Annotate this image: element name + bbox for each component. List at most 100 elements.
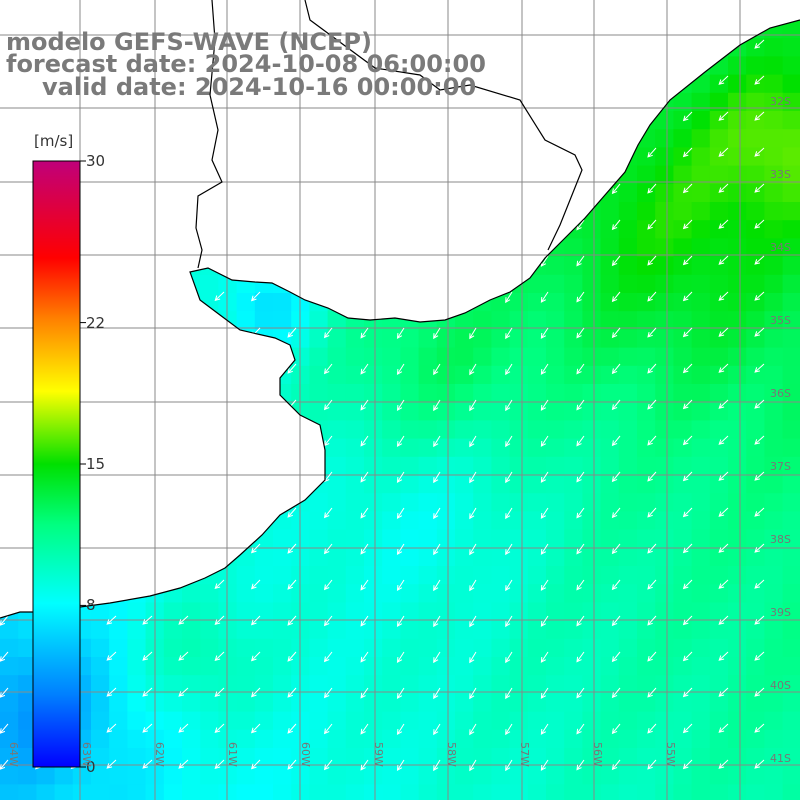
wind-arrow — [214, 759, 225, 770]
wind-arrow — [682, 183, 693, 194]
wind-arrow — [287, 579, 297, 590]
wind-arrow — [647, 579, 657, 590]
wind-arrow — [718, 507, 729, 517]
wind-arrow — [682, 291, 693, 302]
wind-arrow — [718, 651, 729, 661]
wind-arrow — [469, 687, 477, 700]
wind-arrow — [323, 507, 333, 519]
wind-arrow — [396, 759, 405, 771]
wind-arrow — [611, 687, 621, 699]
wind-arrow — [323, 687, 333, 699]
wind-arrow — [469, 723, 477, 736]
wind-arrow — [323, 723, 333, 735]
wind-arrow — [647, 543, 657, 554]
wind-arrow — [433, 471, 441, 484]
wind-arrow — [287, 399, 297, 410]
wind-arrow — [360, 327, 369, 339]
wind-arrow — [142, 759, 153, 769]
wind-arrow — [718, 543, 729, 553]
wind-arrow — [754, 615, 765, 625]
wind-arrow — [469, 579, 477, 592]
wind-arrow — [718, 759, 729, 769]
wind-arrow — [754, 111, 765, 121]
wind-arrow — [576, 543, 585, 555]
wind-arrow — [754, 543, 765, 553]
wind-arrow — [360, 759, 369, 771]
wind-arrow — [396, 435, 405, 447]
lon-label: 56W — [591, 742, 604, 767]
lat-label: 37S — [770, 460, 791, 473]
wind-arrow — [754, 435, 765, 445]
wind-arrow — [682, 651, 693, 662]
wind-arrow — [250, 291, 261, 302]
wind-arrow — [505, 687, 513, 700]
wind-arrow — [611, 291, 621, 303]
wind-arrow — [142, 651, 153, 661]
wind-arrow — [754, 723, 765, 733]
lon-label: 61W — [226, 742, 239, 767]
wind-arrow — [682, 543, 693, 554]
wind-arrow — [754, 39, 765, 49]
wind-arrow — [323, 615, 333, 627]
wind-arrow — [0, 759, 9, 770]
wind-arrow — [647, 471, 657, 482]
wind-arrow — [505, 291, 513, 304]
wind-arrow — [754, 363, 765, 373]
wind-arrow — [433, 723, 441, 736]
wind-arrow — [647, 255, 657, 266]
wind-arrow — [323, 759, 333, 771]
wind-arrow — [433, 759, 441, 772]
wind-arrow — [576, 579, 585, 591]
wind-arrow — [718, 399, 729, 409]
wind-arrow — [540, 615, 549, 627]
wind-arrow — [540, 651, 549, 663]
wind-arrow — [287, 507, 297, 518]
wind-arrow — [469, 651, 477, 664]
wind-arrow — [682, 327, 693, 338]
wind-arrow — [360, 435, 369, 447]
wind-arrow — [718, 327, 729, 337]
wind-arrow — [433, 651, 441, 664]
wind-arrow — [287, 327, 297, 338]
wind-arrow — [505, 615, 513, 628]
wind-arrow — [505, 579, 513, 592]
wind-arrow — [576, 363, 585, 375]
lon-label: 57W — [518, 742, 531, 767]
wind-arrow — [396, 363, 405, 375]
wind-arrow — [360, 615, 369, 627]
wind-arrow — [360, 543, 369, 555]
wind-arrow — [576, 687, 585, 699]
wind-arrow — [611, 759, 621, 771]
wind-arrow — [540, 363, 549, 375]
wind-arrow — [250, 579, 261, 590]
wind-arrow — [396, 471, 405, 483]
wind-arrow — [682, 147, 693, 158]
lat-label: 36S — [770, 387, 791, 400]
wind-arrow — [576, 759, 585, 771]
wind-arrow — [611, 363, 621, 375]
colorbar-unit: [m/s] — [34, 132, 74, 150]
wind-arrow — [323, 363, 333, 375]
wind-arrow — [360, 471, 369, 483]
wind-arrow — [178, 687, 189, 697]
wind-arrow — [360, 651, 369, 663]
wind-arrow — [611, 183, 621, 195]
wind-arrow — [682, 399, 693, 410]
wind-arrow — [682, 507, 693, 518]
wind-arrow — [576, 255, 585, 267]
wind-arrow — [287, 723, 297, 734]
wind-arrow — [576, 507, 585, 519]
wind-arrow — [540, 723, 549, 735]
wind-arrow — [718, 219, 729, 229]
wind-arrow — [287, 759, 297, 770]
wind-arrow — [142, 615, 153, 625]
wind-arrow — [647, 615, 657, 626]
wind-arrow — [505, 399, 513, 412]
wind-arrow — [287, 363, 297, 374]
lat-label: 38S — [770, 533, 791, 546]
wind-arrow — [469, 471, 477, 484]
wind-arrow — [505, 543, 513, 556]
wind-arrow — [287, 543, 297, 554]
wind-arrow — [682, 723, 693, 734]
wind-arrow — [682, 435, 693, 446]
